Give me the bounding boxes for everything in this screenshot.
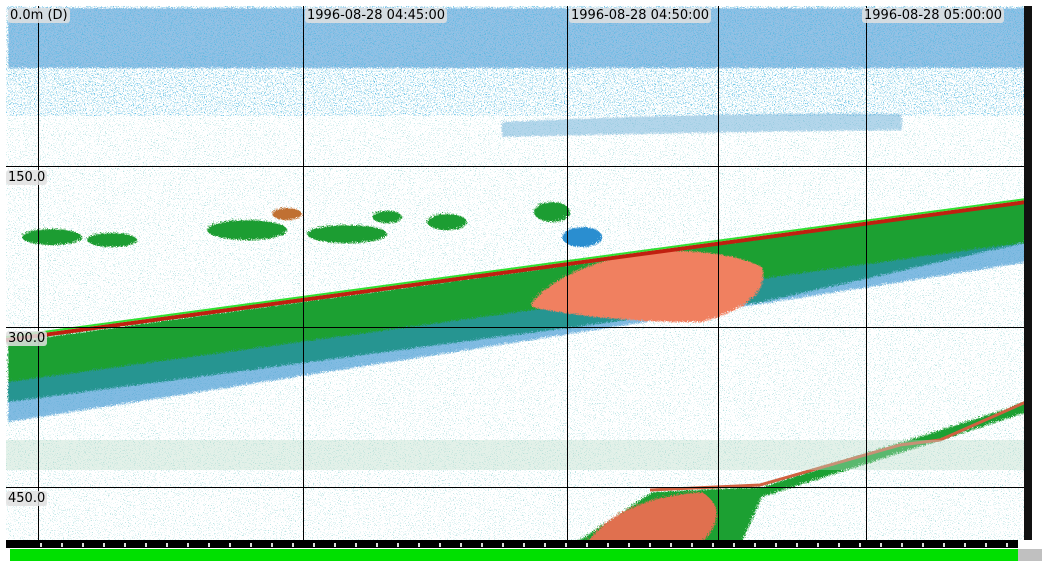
event-tick (1006, 543, 1008, 547)
event-tick (439, 543, 441, 547)
event-tick (40, 543, 42, 547)
event-tick (901, 543, 903, 547)
event-tick (187, 543, 189, 547)
event-tick (229, 543, 231, 547)
event-tick (481, 543, 483, 547)
event-tick (670, 543, 672, 547)
progress-bar (10, 549, 1018, 561)
event-tick (943, 543, 945, 547)
event-tick (124, 543, 126, 547)
event-tick (61, 543, 63, 547)
event-tick (964, 543, 966, 547)
event-tick (376, 543, 378, 547)
event-tick (292, 543, 294, 547)
event-tick (733, 543, 735, 547)
event-tick (334, 543, 336, 547)
time-label: 1996-08-28 05:00:00 (862, 8, 1004, 23)
event-tick (985, 543, 987, 547)
event-tick (502, 543, 504, 547)
event-tick (712, 543, 714, 547)
depth-label: 150.0 (6, 170, 47, 185)
depth-label: 450.0 (6, 491, 47, 506)
progress-end (1018, 549, 1042, 561)
event-tick (796, 543, 798, 547)
event-tick (775, 543, 777, 547)
time-label: 1996-08-28 04:45:00 (305, 8, 447, 23)
event-tick (922, 543, 924, 547)
event-tick (754, 543, 756, 547)
event-tick (418, 543, 420, 547)
event-tick (166, 543, 168, 547)
event-tick (691, 543, 693, 547)
event-tick (817, 543, 819, 547)
event-tick (607, 543, 609, 547)
echogram-window: 0.0m (D) 150.0 300.0 450.0 1996-08-28 04… (0, 0, 1044, 564)
event-tick (859, 543, 861, 547)
event-tick (628, 543, 630, 547)
event-tick (460, 543, 462, 547)
event-tick (565, 543, 567, 547)
event-tick (880, 543, 882, 547)
echogram (0, 0, 1044, 564)
event-tick (523, 543, 525, 547)
event-tick (271, 543, 273, 547)
depth-label: 300.0 (6, 331, 47, 346)
event-tick (145, 543, 147, 547)
depth-label: 0.0m (D) (8, 8, 70, 23)
event-tick (313, 543, 315, 547)
event-tick (838, 543, 840, 547)
event-bar (6, 540, 1018, 548)
event-tick (397, 543, 399, 547)
event-tick (355, 543, 357, 547)
event-tick (649, 543, 651, 547)
time-label: 1996-08-28 04:50:00 (569, 8, 711, 23)
event-tick (208, 543, 210, 547)
event-tick (250, 543, 252, 547)
scroll-strip (1024, 6, 1032, 540)
event-tick (103, 543, 105, 547)
event-tick (586, 543, 588, 547)
event-tick (544, 543, 546, 547)
event-tick (82, 543, 84, 547)
